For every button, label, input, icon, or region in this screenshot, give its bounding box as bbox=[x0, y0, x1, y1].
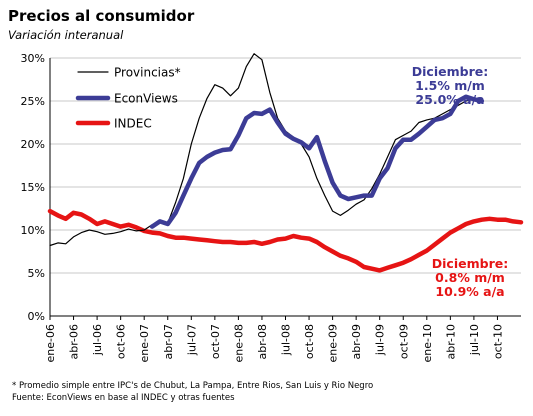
x-tick-label: ene-08 bbox=[232, 324, 245, 362]
annotation-text: Diciembre: bbox=[412, 64, 488, 79]
legend-label: Provincias* bbox=[114, 66, 181, 80]
x-tick-label: abr-09 bbox=[350, 324, 363, 360]
x-tick-label: abr-06 bbox=[68, 324, 81, 360]
series-line-provincias bbox=[49, 53, 483, 247]
x-tick-label: oct-09 bbox=[397, 324, 410, 359]
x-tick-label: abr-07 bbox=[162, 324, 175, 360]
y-tick-label: 20% bbox=[21, 138, 45, 151]
annotation-text: Diciembre: bbox=[432, 256, 508, 271]
chart-title: Precios al consumidor bbox=[8, 7, 195, 25]
source-note: Fuente: EconViews en base al INDEC y otr… bbox=[12, 393, 235, 403]
x-tick-label: jul-10 bbox=[468, 324, 481, 356]
x-tick-label: ene-06 bbox=[44, 324, 57, 362]
y-tick-label: 0% bbox=[28, 310, 45, 323]
annotation-text: 25.0% a/a bbox=[415, 92, 484, 107]
legend-label: EconViews bbox=[114, 92, 178, 106]
annotation-text: 10.9% a/a bbox=[435, 284, 504, 299]
line-chart: 0% 5% 10% 15% 20% 25% 30% ene-06 abr-06 jul-06 oct… bbox=[21, 52, 524, 362]
y-tick-label: 30% bbox=[21, 52, 45, 65]
y-tick-label: 15% bbox=[21, 181, 45, 194]
x-tick-label: jul-08 bbox=[280, 324, 293, 356]
x-tick-label: oct-07 bbox=[209, 324, 222, 359]
footnote: * Promedio simple entre IPC's de Chubut,… bbox=[12, 381, 374, 391]
y-tick-label: 10% bbox=[21, 224, 45, 237]
x-tick-label: jul-06 bbox=[91, 324, 104, 356]
annotation-text: 0.8% m/m bbox=[435, 270, 505, 285]
x-tick-label: abr-08 bbox=[256, 324, 269, 360]
x-tick-label: ene-07 bbox=[138, 324, 151, 362]
x-tick-label: oct-08 bbox=[303, 324, 316, 359]
x-tick-label: ene-10 bbox=[421, 324, 434, 362]
series-line-indec bbox=[47, 208, 524, 273]
x-tick-label: ene-09 bbox=[327, 324, 340, 362]
legend-label: INDEC bbox=[114, 117, 152, 131]
series-line-econviews bbox=[149, 94, 485, 229]
y-tick-label: 5% bbox=[28, 267, 45, 280]
x-tick-label: oct-10 bbox=[491, 324, 504, 359]
y-tick-label: 25% bbox=[21, 95, 45, 108]
annotation-text: 1.5% m/m bbox=[415, 78, 485, 93]
x-tick-label: oct-06 bbox=[115, 324, 128, 359]
x-tick-label: abr-10 bbox=[444, 324, 457, 360]
x-tick-label: jul-09 bbox=[374, 324, 387, 356]
chart-subtitle: Variación interanual bbox=[8, 28, 124, 42]
x-tick-label: jul-07 bbox=[185, 324, 198, 356]
